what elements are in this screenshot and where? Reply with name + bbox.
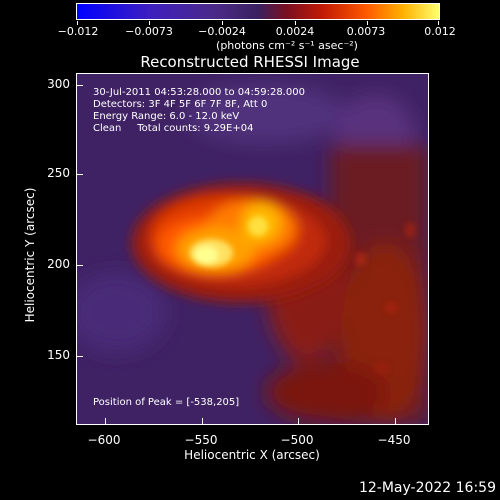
y-tick-label: 150: [47, 348, 70, 362]
colorbar-tick-label: 0.0073: [346, 25, 386, 38]
y-axis-label: Heliocentric Y (arcsec): [23, 187, 37, 323]
info-energy-range: Energy Range: 6.0 - 12.0 keV: [93, 111, 240, 122]
colorbar-tick-label: −0.0073: [125, 25, 173, 38]
x-tick-label: −500: [280, 433, 314, 447]
y-tick-label: 250: [47, 166, 70, 180]
x-tick-label: −450: [377, 433, 411, 447]
info-peak-position: Position of Peak = [-538,205]: [93, 397, 240, 408]
colorbar-tick-label: 0.012: [424, 25, 456, 38]
info-time-range: 30-Jul-2011 04:53:28.000 to 04:59:28.000: [93, 87, 305, 98]
x-axis-label: Heliocentric X (arcsec): [184, 448, 320, 462]
x-tick-label: −550: [184, 433, 218, 447]
colorbar-tick-label: −0.012: [57, 25, 99, 38]
rhessi-image: [77, 74, 428, 424]
colorbar-units: (photons cm⁻² s⁻¹ asec⁻²): [216, 39, 358, 52]
info-detectors: Detectors: 3F 4F 5F 6F 7F 8F, Att 0: [93, 99, 268, 110]
y-tick-label: 200: [47, 257, 70, 271]
timestamp: 12-May-2022 16:59: [358, 480, 496, 496]
image-plot: 30-Jul-2011 04:53:28.000 to 04:59:28.000…: [76, 73, 429, 425]
y-tick-label: 300: [47, 77, 70, 91]
x-tick-label: −600: [87, 433, 121, 447]
colorbar: [76, 3, 440, 25]
plot-title: Reconstructed RHESSI Image: [140, 53, 360, 71]
colorbar-tick-label: 0.0024: [275, 25, 315, 38]
colorbar-tick-label: −0.0024: [198, 25, 246, 38]
info-clean-counts: Clean Total counts: 9.29E+04: [93, 123, 254, 134]
